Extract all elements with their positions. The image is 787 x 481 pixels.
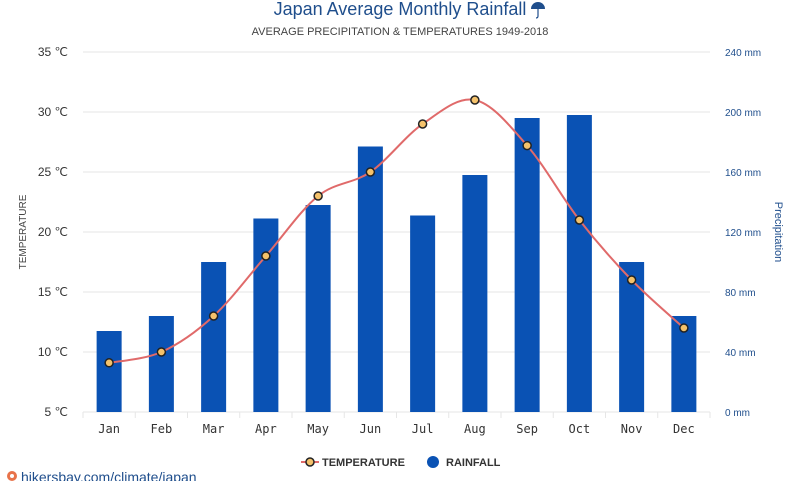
temperature-point (522, 140, 532, 151)
grid-lines (82, 51, 711, 418)
x-tick-label: Jun (360, 422, 382, 436)
rainfall-bar (462, 175, 488, 412)
temperature-point (679, 323, 689, 333)
rainfall-bar (357, 146, 383, 412)
temperature-line (108, 98, 685, 364)
chart-title: Japan Average Monthly Rainfall (274, 0, 527, 19)
temperature-point (417, 119, 428, 129)
umbrella-icon (531, 2, 545, 19)
x-tick-label: Aug (464, 422, 486, 436)
x-tick-label: May (307, 422, 329, 436)
temperature-point (574, 215, 585, 225)
rainfall-bar (305, 205, 331, 412)
y-tick-right: 200 mm (725, 108, 761, 119)
temperature-point (208, 311, 219, 321)
chart-subtitle: AVERAGE PRECIPITATION & TEMPERATURES 194… (252, 26, 549, 38)
left-axis-ticks: 35 ℃ 30 ℃ 25 ℃ 20 ℃ 15 ℃ 10 ℃ 5 ℃ (38, 45, 68, 419)
legend-rainfall-label: RAINFALL (446, 457, 501, 469)
x-axis-ticks: Jan Feb Mar Apr May Jun Jul Aug Sep Oct Nov Dec (98, 422, 694, 436)
x-tick-label: Nov (621, 422, 643, 436)
x-tick-label: Sep (516, 422, 538, 436)
y-tick-left: 20 ℃ (38, 225, 68, 239)
y-tick-right: 40 mm (725, 348, 756, 359)
temperature-point (470, 95, 480, 105)
rainfall-bar (410, 215, 436, 412)
legend-temperature-marker (301, 457, 319, 467)
y-tick-left: 15 ℃ (38, 285, 68, 299)
rainfall-bar (96, 331, 122, 412)
y-axis-title-left: TEMPERATURE (18, 194, 29, 269)
x-tick-label: Dec (673, 422, 695, 436)
temperature-line-group (104, 95, 689, 368)
rainfall-bar (148, 316, 174, 412)
temperature-point (365, 167, 376, 177)
y-tick-right: 240 mm (725, 48, 761, 59)
y-tick-right: 160 mm (725, 168, 761, 179)
temperature-point (626, 275, 637, 285)
y-tick-left: 25 ℃ (38, 165, 68, 179)
y-tick-left: 30 ℃ (38, 105, 68, 119)
temperature-point (104, 358, 114, 368)
x-tick-label: Jul (412, 422, 434, 436)
rainfall-bar (253, 218, 279, 412)
temperature-point (313, 191, 323, 201)
source-pin-icon (7, 471, 17, 481)
x-tick-label: Apr (255, 422, 277, 436)
legend: TEMPERATURE RAINFALL (301, 456, 501, 469)
source-link[interactable]: hikersbay.com/climate/japan (21, 469, 197, 481)
y-tick-right: 80 mm (725, 288, 756, 299)
temperature-point (156, 347, 167, 357)
right-axis-ticks: 240 mm 200 mm 160 mm 120 mm 80 mm 40 mm 0 mm (725, 48, 761, 419)
y-tick-left: 35 ℃ (38, 45, 68, 59)
rainfall-bar (566, 115, 592, 412)
x-tick-label: Feb (151, 422, 173, 436)
y-tick-left: 10 ℃ (38, 345, 68, 359)
y-tick-right: 0 mm (725, 408, 750, 419)
temperature-point (261, 251, 271, 261)
rainfall-bar (201, 262, 227, 412)
x-tick-label: Jan (98, 422, 120, 436)
x-tick-label: Oct (569, 422, 591, 436)
x-tick-label: Mar (203, 422, 225, 436)
rainfall-bars (96, 115, 697, 412)
y-tick-right: 120 mm (725, 228, 761, 239)
legend-temperature-label: TEMPERATURE (322, 457, 405, 469)
legend-rainfall-marker (427, 456, 439, 468)
y-axis-title-right: Precipitation (772, 202, 784, 263)
rainfall-bar (514, 118, 540, 412)
y-tick-left: 5 ℃ (45, 405, 68, 419)
